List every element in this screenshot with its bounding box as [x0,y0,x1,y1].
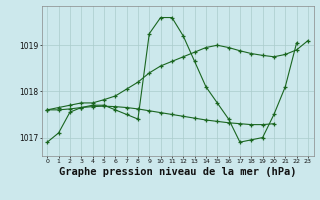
X-axis label: Graphe pression niveau de la mer (hPa): Graphe pression niveau de la mer (hPa) [59,167,296,177]
